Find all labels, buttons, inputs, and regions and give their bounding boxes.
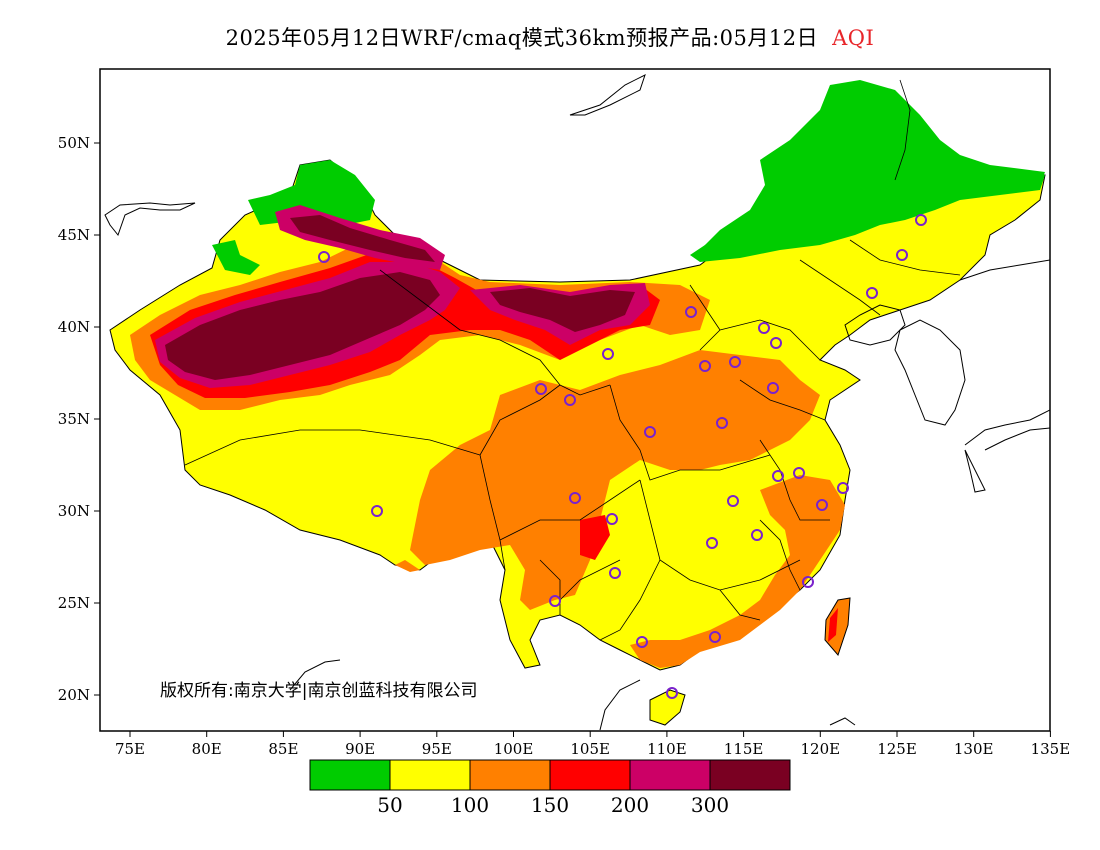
region-hainan [649,689,686,726]
y-tick-label: 40N [58,318,90,336]
x-tick-label: 85E [268,740,298,758]
region-light-central [410,350,820,610]
station-marker [666,687,678,699]
station-marker [772,470,784,482]
station-marker [896,249,908,261]
legend-label: 100 [451,793,489,817]
y-tick-label: 20N [58,686,90,704]
station-marker [602,348,614,360]
legend-swatch [629,759,711,791]
map-title: 2025年05月12日WRF/cmaq模式36km预报产品:05月12日 AQI [0,22,1100,52]
map-area [104,74,1050,731]
x-tick-label: 125E [877,740,917,758]
station-marker [564,394,576,406]
y-tick-label: 45N [58,226,90,244]
station-marker [770,337,782,349]
legend-swatch [709,759,791,791]
title-product: AQI [832,26,875,50]
y-tick-label: 30N [58,502,90,520]
region-good-west [212,240,260,275]
x-tick-label: 105E [570,740,610,758]
station-marker [767,382,779,394]
legend-label: 200 [611,793,649,817]
region-medium-patch [580,515,610,560]
station-marker [609,567,621,579]
station-marker [758,322,770,334]
station-marker [793,467,805,479]
legend-label: 300 [691,793,729,817]
station-marker [549,595,561,607]
station-marker [685,306,697,318]
station-marker [644,426,656,438]
x-tick-label: 110E [647,740,687,758]
station-markers [318,214,927,699]
station-marker [636,636,648,648]
station-marker [837,482,849,494]
legend-swatch [549,759,631,791]
legend-swatch [309,759,391,791]
title-main: 2025年05月12日WRF/cmaq模式36km预报产品:05月12日 [225,26,819,50]
station-marker [716,417,728,429]
x-tick-label: 75E [115,740,145,758]
y-tick-label: 35N [58,410,90,428]
legend-label: 150 [531,793,569,817]
station-marker [729,356,741,368]
legend-label: 50 [377,793,402,817]
region-severe-north [490,288,635,332]
y-axis: 20N 25N 30N 35N 40N 45N 50N [58,134,100,704]
x-tick-label: 130E [954,740,994,758]
station-marker [709,631,721,643]
x-tick-label: 80E [192,740,222,758]
station-marker [816,499,828,511]
region-severe-taklamakan [165,272,440,380]
x-axis: 75E 80E 85E 90E 95E 100E 105E 110E 115E 120E 125E 1… [115,731,1070,758]
station-marker [751,529,763,541]
station-marker [915,214,927,226]
station-marker [535,383,547,395]
region-good-northwest [248,160,375,225]
color-legend: 50 100 150 200 300 [309,759,791,817]
x-tick-label: 115E [724,740,764,758]
x-tick-label: 120E [801,740,841,758]
station-marker [699,360,711,372]
map-frame [99,68,1051,732]
x-tick-label: 90E [345,740,375,758]
province-borders [184,79,961,641]
y-tick-label: 25N [58,594,90,612]
x-tick-label: 100E [494,740,534,758]
neighbor-coastlines [104,74,1050,731]
station-marker [727,495,739,507]
x-tick-label: 95E [422,740,452,758]
region-taiwan-hot [828,608,838,642]
station-marker [802,576,814,588]
station-marker [606,513,618,525]
region-light-east [630,475,845,668]
region-taiwan [824,597,851,656]
station-marker [371,505,383,517]
region-severe-dzungar [290,215,435,262]
x-tick-label: 135E [1031,740,1071,758]
station-marker [318,251,330,263]
station-marker [569,492,581,504]
legend-swatch [389,759,471,791]
copyright-text: 版权所有:南京大学|南京创蓝科技有限公司 [160,681,477,701]
region-good-northeast-upper [700,80,1045,255]
y-tick-label: 50N [58,134,90,152]
legend-swatch [469,759,551,791]
region-light-sw [395,560,420,572]
station-marker [706,537,718,549]
station-marker [866,287,878,299]
